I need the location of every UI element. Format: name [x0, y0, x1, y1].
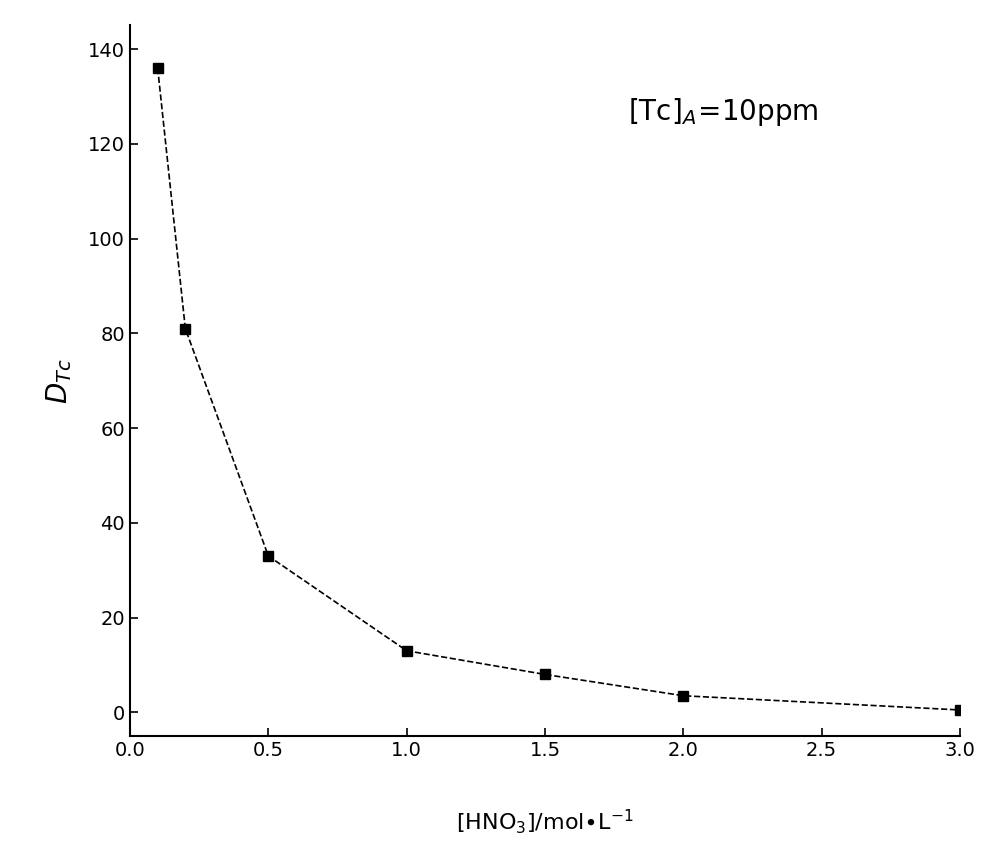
- Text: $D_{Tc}$: $D_{Tc}$: [45, 358, 74, 404]
- Text: $[\mathrm{HNO}_3]/\mathrm{mol}{\bullet}\mathrm{L}^{-1}$: $[\mathrm{HNO}_3]/\mathrm{mol}{\bullet}\…: [456, 807, 634, 836]
- Text: $[\mathrm{Tc}]_A\!=\!10\mathrm{ppm}$: $[\mathrm{Tc}]_A\!=\!10\mathrm{ppm}$: [628, 96, 819, 129]
